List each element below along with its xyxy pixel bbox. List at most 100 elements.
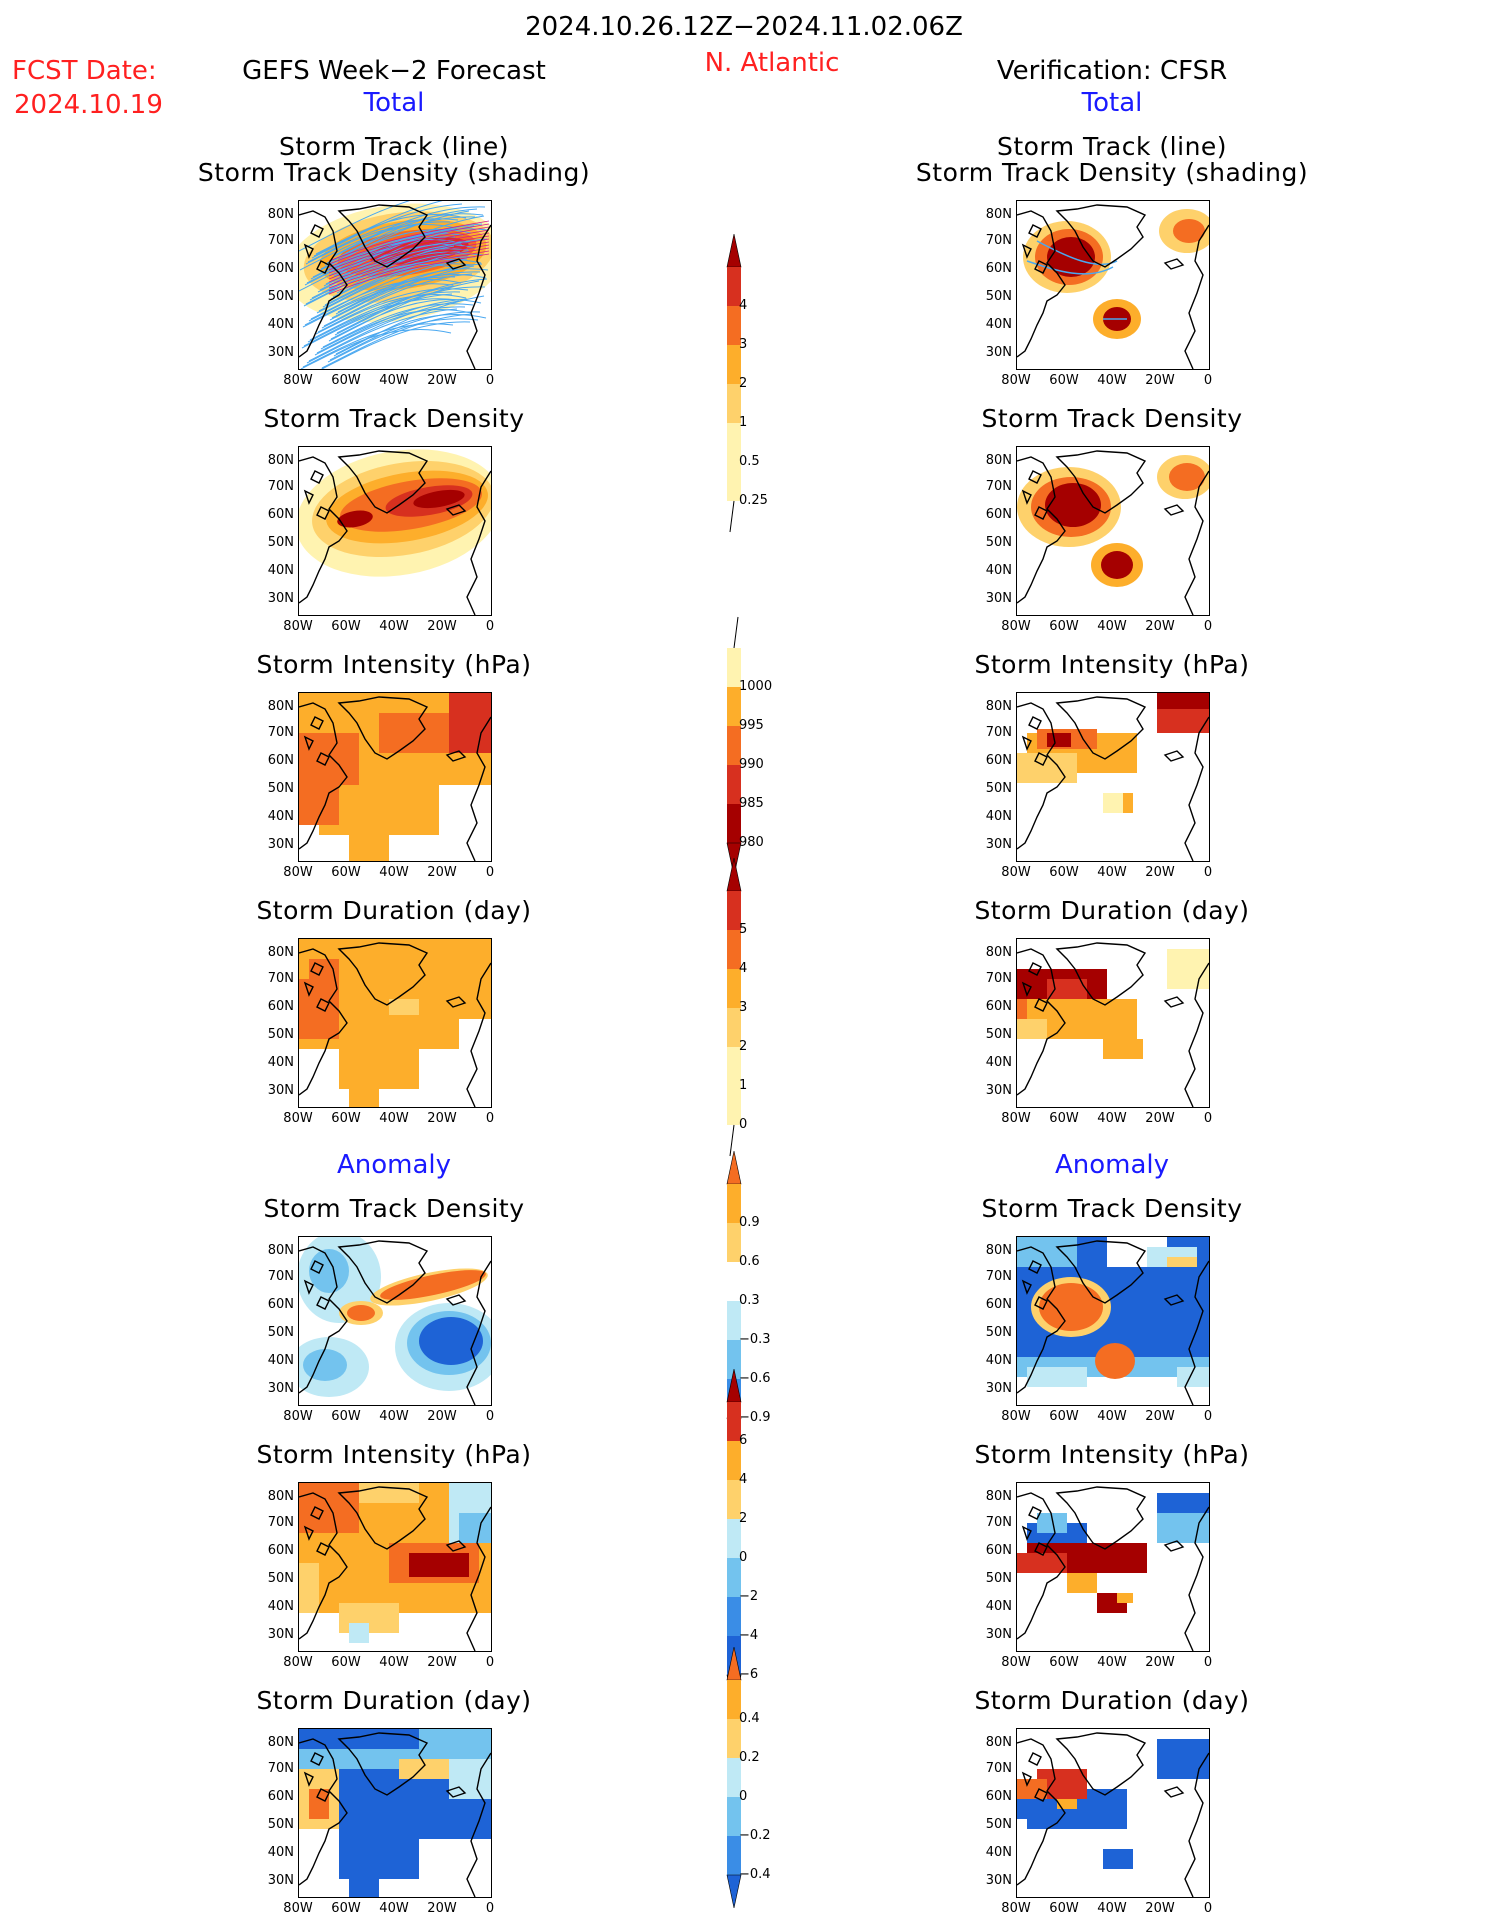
ver-duration-canvas <box>1017 942 1209 1107</box>
ver-anom-intensity-title: Storm Intensity (hPa) <box>974 1440 1250 1469</box>
ver-anom-intensity-map <box>1016 1482 1210 1652</box>
lon-tick-label: 40W <box>379 1901 409 1916</box>
fc-duration-canvas <box>299 939 491 1107</box>
lat-tick-label: 70N <box>267 971 294 986</box>
lat-tick-label: 80N <box>267 945 294 960</box>
ver-intensity-map <box>1016 692 1210 862</box>
fc-anom-intensity-title: Storm Intensity (hPa) <box>256 1440 532 1469</box>
lat-tick-label: 40N <box>985 1055 1012 1070</box>
ver-track-canvas <box>1017 204 1209 369</box>
lon-tick-label: 40W <box>379 1409 409 1424</box>
lon-tick-label: 60W <box>331 1901 361 1916</box>
ver-intensity-canvas <box>1017 693 1209 861</box>
lat-tick-label: 80N <box>985 453 1012 468</box>
lon-tick-label: 80W <box>283 1655 313 1670</box>
fc-anom-intensity-map <box>298 1482 492 1652</box>
lon-tick-label: 60W <box>1049 1111 1079 1126</box>
colorbar-tick-label: 990 <box>739 757 764 772</box>
colorbar-tick-label: −2 <box>739 1589 759 1604</box>
lon-tick-label: 0 <box>485 1111 495 1126</box>
fc-density-map <box>298 446 492 616</box>
lat-tick-label: 70N <box>267 1515 294 1530</box>
lat-tick-label: 30N <box>985 1381 1012 1396</box>
lon-tick-label: 0 <box>485 1655 495 1670</box>
lon-tick-label: 80W <box>283 1901 313 1916</box>
lon-tick-label: 80W <box>283 1409 313 1424</box>
ver-anom-density-map <box>1016 1236 1210 1406</box>
lon-tick-label: 80W <box>1001 373 1031 388</box>
lat-tick-label: 80N <box>985 699 1012 714</box>
lon-tick-label: 60W <box>1049 619 1079 634</box>
colorbar-tick-label: 1 <box>739 415 748 430</box>
lat-tick-label: 80N <box>267 453 294 468</box>
fc-aintensity-canvas <box>299 1483 491 1651</box>
ver-density-map <box>1016 446 1210 616</box>
lat-tick-label: 40N <box>985 809 1012 824</box>
fc-adensity-canvas <box>299 1237 491 1405</box>
forecast-anomaly-label: Anomaly <box>336 1150 452 1180</box>
lon-tick-label: 60W <box>331 865 361 880</box>
colorbar-tick-label: 2 <box>739 1511 748 1526</box>
lon-tick-label: 20W <box>427 1901 457 1916</box>
ver-anom-duration-title: Storm Duration (day) <box>974 1686 1250 1715</box>
lon-tick-label: 40W <box>1097 1409 1127 1424</box>
lat-tick-label: 50N <box>985 781 1012 796</box>
ver-aintensity-canvas <box>1017 1486 1209 1651</box>
lat-tick-label: 30N <box>267 837 294 852</box>
lat-tick-label: 60N <box>267 1543 294 1558</box>
lon-tick-label: 0 <box>1203 619 1213 634</box>
lon-tick-label: 60W <box>1049 1655 1079 1670</box>
colorbar-tick-label: 995 <box>739 718 764 733</box>
lon-tick-label: 60W <box>331 619 361 634</box>
lon-tick-label: 40W <box>1097 865 1127 880</box>
lon-tick-label: 20W <box>1145 865 1175 880</box>
fc-anom-density-map <box>298 1236 492 1406</box>
lat-tick-label: 70N <box>985 479 1012 494</box>
fc-duration-map <box>298 938 492 1108</box>
lon-tick-label: 20W <box>427 1409 457 1424</box>
lat-tick-label: 30N <box>267 1083 294 1098</box>
lat-tick-label: 30N <box>267 1873 294 1888</box>
lat-tick-label: 50N <box>267 1817 294 1832</box>
lon-tick-label: 60W <box>1049 1901 1079 1916</box>
lon-tick-label: 80W <box>1001 1901 1031 1916</box>
lat-tick-label: 40N <box>985 317 1012 332</box>
fc-density-title: Storm Track Density <box>263 404 525 433</box>
lon-tick-label: 40W <box>379 619 409 634</box>
colorbar-tick-label: 4 <box>739 961 748 976</box>
forecast-total-label: Total <box>363 88 425 118</box>
lat-tick-label: 30N <box>985 345 1012 360</box>
lon-tick-label: 0 <box>1203 1409 1213 1424</box>
lon-tick-label: 80W <box>283 373 313 388</box>
lat-tick-label: 40N <box>267 563 294 578</box>
lon-tick-label: 80W <box>283 1111 313 1126</box>
region-label: N. Atlantic <box>704 48 840 78</box>
lat-tick-label: 70N <box>267 479 294 494</box>
lon-tick-label: 40W <box>1097 1655 1127 1670</box>
lat-tick-label: 30N <box>985 1873 1012 1888</box>
lon-tick-label: 80W <box>1001 1655 1031 1670</box>
lon-tick-label: 40W <box>379 1111 409 1126</box>
colorbar-tick-label: 1000 <box>739 679 773 694</box>
verification-title: Verification: CFSR <box>996 56 1228 86</box>
lon-tick-label: 0 <box>485 619 495 634</box>
colorbar-duration-anom <box>720 1645 760 1914</box>
colorbar-tick-label: −0.4 <box>739 1867 771 1882</box>
lat-tick-label: 40N <box>985 1353 1012 1368</box>
lat-tick-label: 60N <box>985 1789 1012 1804</box>
lon-tick-label: 60W <box>331 1409 361 1424</box>
lat-tick-label: 40N <box>985 1845 1012 1860</box>
lat-tick-label: 40N <box>985 563 1012 578</box>
ver-duration-title: Storm Duration (day) <box>974 896 1250 925</box>
colorbar-intensity-anom <box>720 1367 760 1714</box>
colorbar-tick-label: −0.2 <box>739 1828 771 1843</box>
colorbar-tick-label: 0 <box>739 1550 748 1565</box>
ver-aduration-canvas <box>1017 1732 1209 1897</box>
fc-anom-duration-title: Storm Duration (day) <box>256 1686 532 1715</box>
ver-track-line-title: Storm Track (line) <box>996 132 1228 161</box>
lon-tick-label: 20W <box>427 373 457 388</box>
lat-tick-label: 70N <box>267 1269 294 1284</box>
lat-tick-label: 50N <box>267 535 294 550</box>
lon-tick-label: 80W <box>283 865 313 880</box>
fc-anom-density-title: Storm Track Density <box>263 1194 525 1223</box>
